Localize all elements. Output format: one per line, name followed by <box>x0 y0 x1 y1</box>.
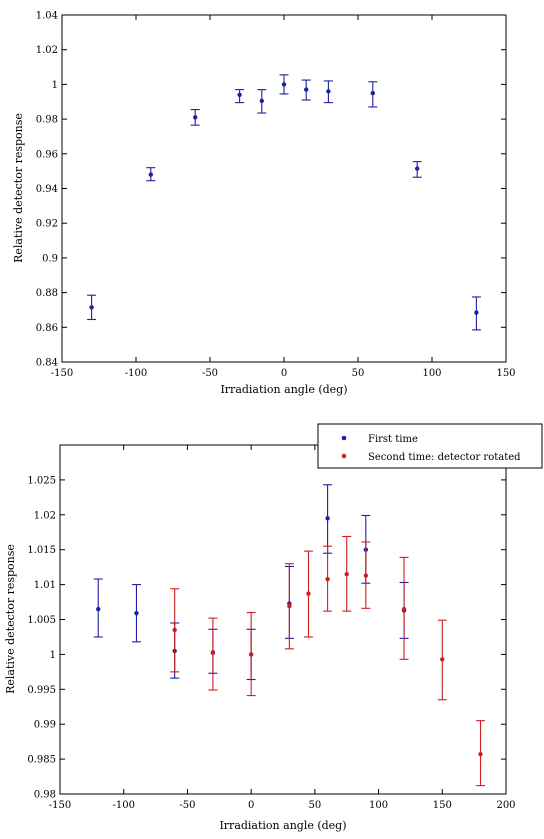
legend-box <box>317 423 543 469</box>
legend: First time Second time: detector rotated <box>317 423 543 469</box>
bottom-series-0-point <box>134 611 139 616</box>
top-y-tick-label: 0.86 <box>36 323 58 334</box>
bottom-y-tick-label: 1.01 <box>34 580 56 591</box>
bottom-ticks: -150 -100 -50 0 50 100 150 200 0.98 0.985 0.99 0.99… <box>27 445 516 811</box>
bottom-x-tick-label: 50 <box>308 800 321 811</box>
bottom-y-tick-label: 0.985 <box>27 755 56 766</box>
bottom-y-axis-title: Relative detector response <box>4 544 17 694</box>
legend-label-first-time: First time <box>368 434 418 445</box>
bottom-y-tick-label: 1.02 <box>34 510 56 521</box>
top-series-0-point <box>259 98 264 104</box>
top-marks <box>87 74 481 331</box>
top-y-tick-label: 0.88 <box>36 288 58 299</box>
chart-top: -150 -100 -50 0 50 100 150 0.84 0.86 0.88 0.9 0.92 0… <box>12 11 516 397</box>
top-series-0-point <box>304 87 309 92</box>
bottom-y-tick-label: 1.025 <box>27 475 56 486</box>
bottom-series-1-point <box>363 573 369 578</box>
bottom-series-1-point <box>344 571 349 577</box>
bottom-series-1-point <box>440 657 445 662</box>
bottom-marks <box>93 484 486 787</box>
top-x-tick-label: 100 <box>422 368 441 379</box>
bottom-series-0-point <box>96 606 101 612</box>
bottom-x-tick-label: -100 <box>112 800 134 811</box>
bottom-y-tick-label: 1.005 <box>27 615 56 626</box>
top-series-0-point <box>237 92 242 98</box>
bottom-series-1-point <box>210 650 216 656</box>
top-series-0-point <box>148 172 153 177</box>
top-series-0-point <box>89 305 94 310</box>
top-x-tick-label: 0 <box>281 368 287 379</box>
bottom-series-1-point <box>325 576 330 582</box>
top-y-tick-label: 0.96 <box>36 149 58 160</box>
top-x-tick-label: 150 <box>496 368 515 379</box>
top-series-0-point <box>326 89 331 94</box>
bottom-x-tick-label: 0 <box>248 800 254 811</box>
plot-area-top <box>61 14 507 363</box>
top-x-tick-label: -50 <box>202 368 218 379</box>
top-y-tick-label: 0.92 <box>36 219 58 230</box>
top-series-0-point <box>370 90 375 96</box>
top-x-axis-title: Irradiation angle (deg) <box>220 383 347 396</box>
bottom-x-tick-label: -50 <box>179 800 195 811</box>
bottom-x-tick-label: -150 <box>49 800 71 811</box>
bottom-y-tick-label: 0.98 <box>34 790 56 801</box>
bottom-series-1-point <box>248 652 254 657</box>
bottom-y-tick-label: 0.99 <box>34 720 56 731</box>
top-x-tick-label: 50 <box>352 368 365 379</box>
chart-bottom: -150 -100 -50 0 50 100 150 200 0.98 0.985 0.99 0.99… <box>4 423 543 832</box>
top-y-tick-label: 0.9 <box>42 253 58 264</box>
bottom-series-1-point <box>306 591 311 596</box>
bottom-series-1-point <box>287 604 292 609</box>
top-ticks: -150 -100 -50 0 50 100 150 0.84 0.86 0.88 0.9 0.92 0… <box>36 11 516 380</box>
top-x-tick-label: -150 <box>51 368 73 379</box>
bottom-y-tick-label: 1.015 <box>27 545 56 556</box>
bottom-y-tick-label: 1 <box>50 650 56 661</box>
bottom-series-0-point <box>325 516 330 521</box>
top-y-tick-label: 0.84 <box>36 358 58 369</box>
top-y-axis-title: Relative detector response <box>12 113 25 263</box>
bottom-x-axis-title: Irradiation angle (deg) <box>219 819 346 832</box>
bottom-x-tick-label: 200 <box>496 800 515 811</box>
bottom-x-tick-label: 150 <box>433 800 452 811</box>
bottom-y-tick-label: 0.995 <box>27 685 56 696</box>
top-series-0-point <box>474 310 479 315</box>
top-series-0-point <box>193 115 198 120</box>
top-y-tick-label: 0.94 <box>36 184 58 195</box>
top-x-tick-label: -100 <box>125 368 147 379</box>
top-series-0-point <box>415 166 420 171</box>
bottom-series-1-point <box>478 752 483 757</box>
top-series-0-point <box>281 82 287 87</box>
plot-area-bottom <box>59 444 507 795</box>
top-y-tick-label: 1.04 <box>36 11 58 22</box>
bottom-x-tick-label: 100 <box>369 800 388 811</box>
bottom-series-1-point <box>172 627 177 633</box>
top-y-tick-label: 1.02 <box>36 45 58 56</box>
legend-marker-second-time <box>341 453 347 459</box>
top-y-tick-label: 1 <box>52 80 58 91</box>
legend-marker-first-time <box>341 435 347 441</box>
bottom-series-1-point <box>401 606 407 612</box>
legend-label-second-time: Second time: detector rotated <box>368 452 521 463</box>
top-y-tick-label: 0.98 <box>36 115 58 126</box>
